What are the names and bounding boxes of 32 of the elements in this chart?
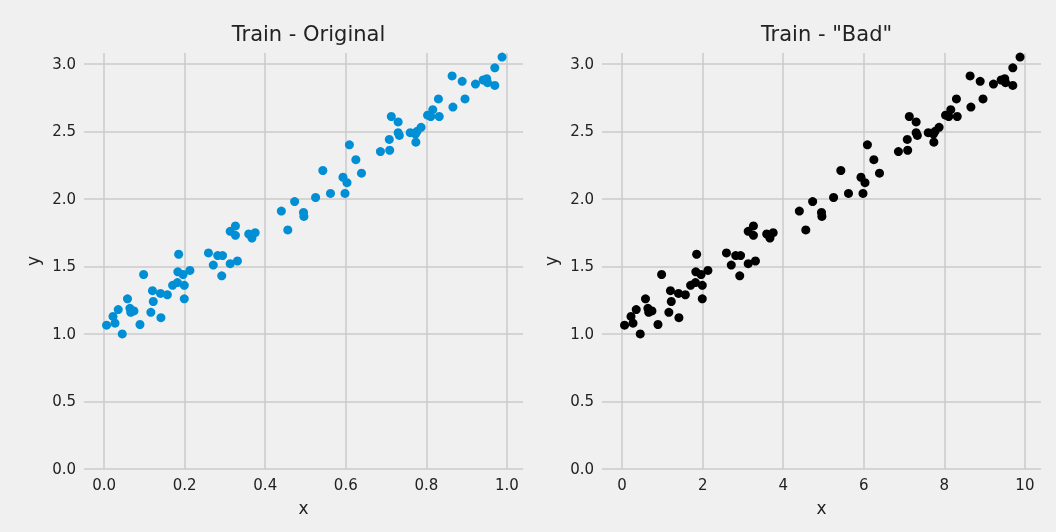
x-tick-label: 0 xyxy=(617,475,627,494)
y-tick-label: 1.0 xyxy=(570,324,594,343)
x-tick-label: 0.0 xyxy=(92,475,117,494)
x-axis-title: x xyxy=(816,497,827,518)
y-axis-title: y xyxy=(22,255,43,267)
x-tick-label: 6 xyxy=(859,475,869,494)
x-tick-label: 0.2 xyxy=(172,475,197,494)
y-tick-label: 2.5 xyxy=(570,122,594,141)
x-tick-label: 4 xyxy=(778,475,789,494)
x-axis-title: x xyxy=(298,497,309,518)
y-tick-label: 0.0 xyxy=(52,460,76,478)
x-tick-label: 10 xyxy=(1015,475,1035,494)
x-tick-label: 2 xyxy=(697,475,708,494)
x-tick-label: 1.0 xyxy=(494,475,519,494)
y-axis-title: y xyxy=(540,255,561,267)
x-tick-label: 0.4 xyxy=(253,475,278,494)
x-tick-label: 0.8 xyxy=(414,475,439,494)
y-tick-label: 3.0 xyxy=(570,54,594,73)
x-tick-label: 0.6 xyxy=(333,475,358,494)
y-tick-label: 2.0 xyxy=(52,189,76,208)
y-tick-label: 2.0 xyxy=(570,189,594,208)
y-tick-label: 3.0 xyxy=(52,54,76,73)
y-tick-label: 2.5 xyxy=(52,122,76,141)
x-tick-label: 8 xyxy=(939,475,950,494)
y-tick-label: 1.5 xyxy=(52,257,76,276)
y-tick-label: 1.0 xyxy=(52,324,76,343)
y-tick-label: 0.5 xyxy=(570,392,594,411)
y-tick-label: 0.5 xyxy=(52,392,76,411)
y-tick-label: 1.5 xyxy=(570,257,594,276)
chart-title: Train - "Bad" xyxy=(759,21,893,46)
y-tick-label: 0.0 xyxy=(570,460,594,478)
chart-title: Train - Original xyxy=(230,21,386,46)
